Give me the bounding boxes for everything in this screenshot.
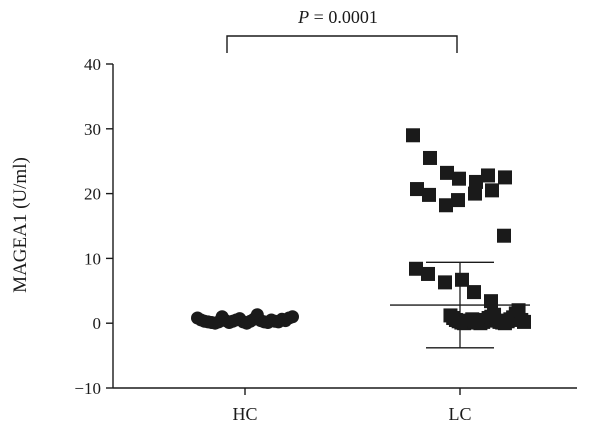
- y-axis-label: MAGEA1 (U/ml): [10, 157, 31, 293]
- y-tick-label: −10: [74, 379, 101, 398]
- x-tick-label: HC: [232, 404, 257, 424]
- lc-data-point: [469, 174, 483, 189]
- y-tick-label: 20: [84, 185, 101, 204]
- lc-data-point: [481, 168, 495, 183]
- lc-data-point: [467, 285, 481, 300]
- significance-bracket: [226, 35, 458, 53]
- y-tick-label: 10: [84, 249, 101, 268]
- lc-data-point: [423, 150, 437, 165]
- y-tick-label: 0: [93, 314, 102, 333]
- lc-data-point: [455, 272, 469, 287]
- lc-data-point: [484, 294, 498, 309]
- lc-data-point: [468, 186, 482, 201]
- p-symbol: P: [297, 7, 309, 27]
- p-value-label: P = 0.0001: [297, 7, 378, 27]
- error-bars: [390, 261, 530, 349]
- lc-data-point: [422, 187, 436, 202]
- lc-data-point: [406, 128, 420, 143]
- y-tick-label: 30: [84, 120, 101, 139]
- lc-data-point: [410, 182, 424, 197]
- hc-data-point: [286, 310, 299, 324]
- lc-data-point: [452, 171, 466, 186]
- x-tick-label: LC: [448, 404, 471, 424]
- lc-data-point: [421, 266, 435, 281]
- y-axis: −10 0 10 20 30 40: [74, 55, 114, 398]
- lc-data-point: [440, 165, 454, 180]
- y-tick-label: 40: [84, 55, 101, 74]
- lc-data-point: [409, 261, 423, 276]
- p-value-text: = 0.0001: [309, 7, 378, 27]
- lc-data-point: [439, 198, 453, 213]
- lc-data-point: [498, 170, 512, 185]
- data-points: [191, 128, 531, 331]
- significance-annotation: P = 0.0001: [226, 7, 458, 53]
- lc-data-point: [485, 183, 499, 198]
- lc-data-point: [438, 275, 452, 290]
- lc-data-point: [517, 314, 531, 329]
- x-axis: HC LC: [113, 387, 577, 424]
- lc-data-point: [451, 193, 465, 208]
- lc-data-point: [497, 228, 511, 243]
